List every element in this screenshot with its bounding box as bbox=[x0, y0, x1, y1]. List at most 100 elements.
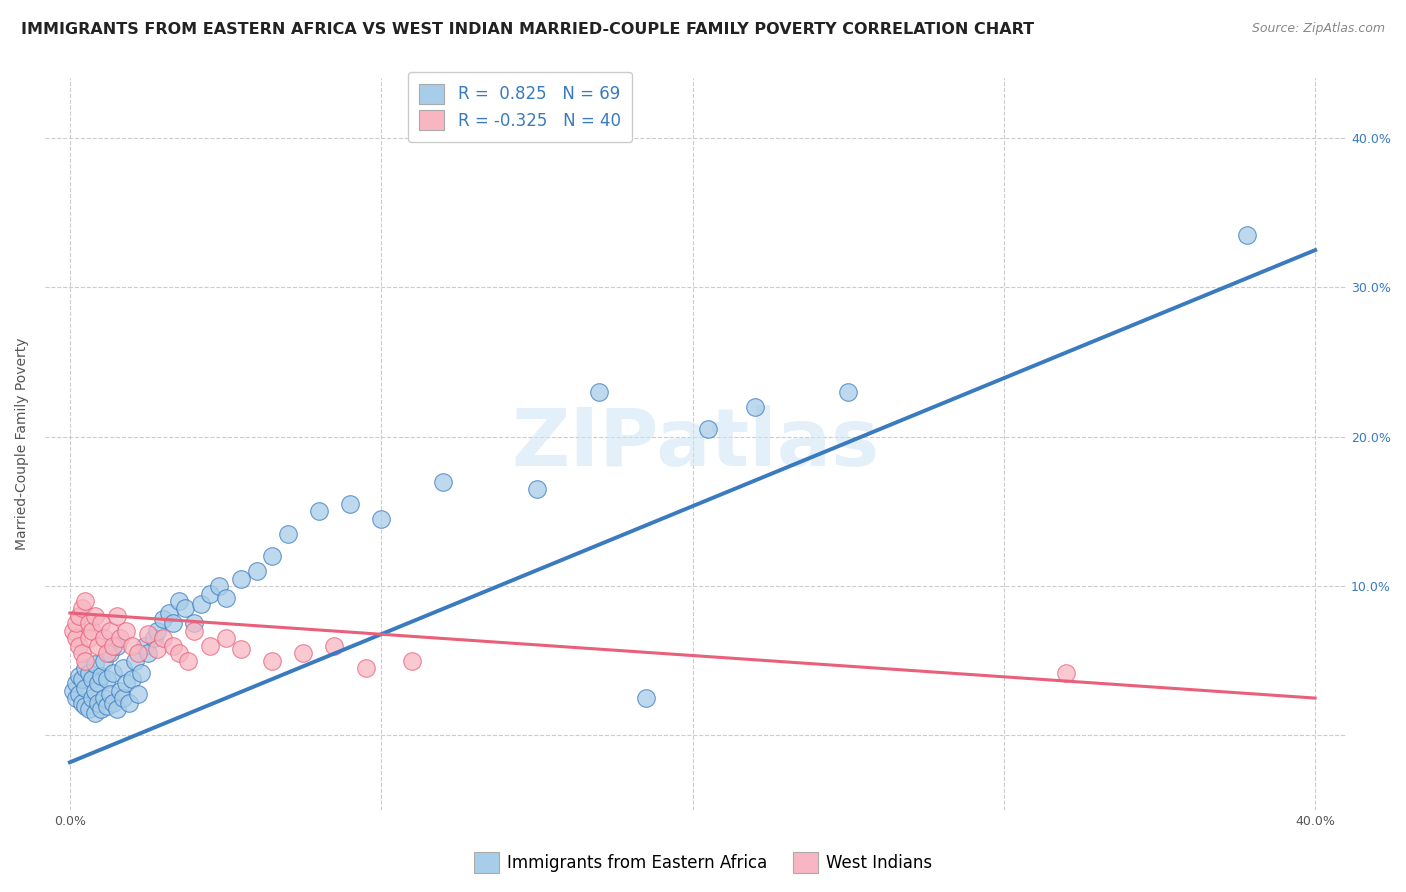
Point bbox=[697, 422, 720, 436]
Point bbox=[262, 654, 284, 668]
Point bbox=[80, 691, 103, 706]
Point bbox=[134, 639, 156, 653]
Point bbox=[121, 672, 143, 686]
Point bbox=[90, 668, 112, 682]
Point bbox=[127, 687, 149, 701]
Point bbox=[65, 676, 87, 690]
Point bbox=[75, 654, 97, 668]
Point bbox=[1054, 665, 1077, 680]
Point bbox=[588, 384, 610, 399]
Point bbox=[214, 632, 236, 646]
Point bbox=[87, 639, 110, 653]
Point bbox=[67, 668, 90, 682]
Point bbox=[208, 579, 231, 593]
Point bbox=[72, 696, 94, 710]
Point bbox=[214, 591, 236, 605]
Text: Source: ZipAtlas.com: Source: ZipAtlas.com bbox=[1251, 22, 1385, 36]
Point bbox=[308, 504, 330, 518]
Point bbox=[83, 683, 105, 698]
Point bbox=[115, 624, 138, 638]
Point bbox=[174, 601, 197, 615]
Point bbox=[354, 661, 377, 675]
Point bbox=[277, 526, 299, 541]
Point bbox=[90, 616, 112, 631]
Point bbox=[183, 616, 205, 631]
Point bbox=[65, 616, 87, 631]
Point bbox=[339, 497, 361, 511]
Point bbox=[103, 696, 125, 710]
Point bbox=[96, 698, 118, 713]
Point bbox=[146, 641, 169, 656]
Point bbox=[80, 624, 103, 638]
Point bbox=[72, 601, 94, 615]
Point bbox=[323, 639, 346, 653]
Point bbox=[75, 661, 97, 675]
Point bbox=[65, 632, 87, 646]
Point bbox=[1236, 228, 1258, 243]
Point bbox=[177, 654, 200, 668]
Point bbox=[262, 549, 284, 564]
Point bbox=[246, 564, 269, 578]
Point bbox=[183, 624, 205, 638]
Point bbox=[103, 665, 125, 680]
Point bbox=[75, 698, 97, 713]
Point bbox=[77, 632, 100, 646]
Point bbox=[121, 639, 143, 653]
Point bbox=[115, 676, 138, 690]
Point bbox=[93, 654, 115, 668]
Point bbox=[87, 676, 110, 690]
Point bbox=[198, 586, 221, 600]
Point bbox=[62, 683, 84, 698]
Point bbox=[108, 683, 131, 698]
Point bbox=[80, 672, 103, 686]
Point bbox=[837, 384, 859, 399]
Text: ZIPatlas: ZIPatlas bbox=[512, 405, 880, 483]
Point bbox=[65, 691, 87, 706]
Point bbox=[93, 691, 115, 706]
Point bbox=[162, 639, 184, 653]
Point bbox=[401, 654, 423, 668]
Legend: Immigrants from Eastern Africa, West Indians: Immigrants from Eastern Africa, West Ind… bbox=[467, 846, 939, 880]
Legend: R =  0.825   N = 69, R = -0.325   N = 40: R = 0.825 N = 69, R = -0.325 N = 40 bbox=[408, 72, 633, 142]
Point bbox=[131, 665, 153, 680]
Y-axis label: Married-Couple Family Poverty: Married-Couple Family Poverty bbox=[15, 338, 30, 550]
Point bbox=[98, 624, 121, 638]
Text: IMMIGRANTS FROM EASTERN AFRICA VS WEST INDIAN MARRIED-COUPLE FAMILY POVERTY CORR: IMMIGRANTS FROM EASTERN AFRICA VS WEST I… bbox=[21, 22, 1035, 37]
Point bbox=[105, 609, 128, 624]
Point bbox=[96, 646, 118, 660]
Point bbox=[62, 624, 84, 638]
Point bbox=[146, 624, 169, 638]
Point bbox=[96, 672, 118, 686]
Point bbox=[83, 657, 105, 671]
Point bbox=[83, 609, 105, 624]
Point bbox=[152, 612, 174, 626]
Point bbox=[159, 606, 181, 620]
Point bbox=[75, 681, 97, 695]
Point bbox=[93, 632, 115, 646]
Point bbox=[167, 646, 190, 660]
Point bbox=[118, 696, 141, 710]
Point bbox=[98, 646, 121, 660]
Point bbox=[292, 646, 315, 660]
Point bbox=[370, 512, 392, 526]
Point bbox=[105, 639, 128, 653]
Point bbox=[87, 696, 110, 710]
Point bbox=[111, 691, 134, 706]
Point bbox=[98, 687, 121, 701]
Point bbox=[127, 646, 149, 660]
Point bbox=[152, 632, 174, 646]
Point bbox=[77, 616, 100, 631]
Point bbox=[72, 646, 94, 660]
Point bbox=[108, 632, 131, 646]
Point bbox=[105, 701, 128, 715]
Point bbox=[67, 609, 90, 624]
Point bbox=[90, 701, 112, 715]
Point bbox=[432, 475, 454, 489]
Point bbox=[229, 641, 252, 656]
Point bbox=[75, 594, 97, 608]
Point bbox=[162, 616, 184, 631]
Point bbox=[142, 632, 165, 646]
Point bbox=[136, 646, 159, 660]
Point bbox=[124, 654, 146, 668]
Point bbox=[67, 687, 90, 701]
